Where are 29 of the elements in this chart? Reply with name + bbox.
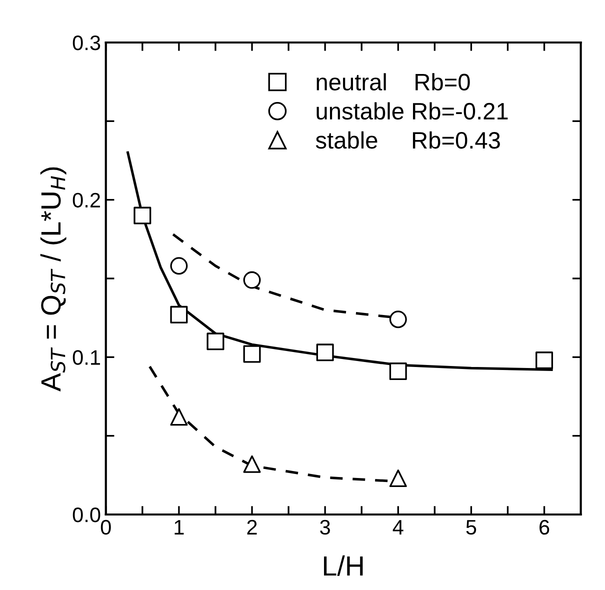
x-tick-label: 5	[466, 520, 476, 535]
x-tick-label: 6	[540, 520, 550, 535]
y-tick-label: 0.1	[72, 350, 100, 365]
point	[170, 306, 188, 324]
point	[206, 332, 224, 350]
y-axis-title: A$_{ST}$ = Q$_{ST}$ / (L*U$_{H}$)	[40, 167, 66, 392]
y-tick-label: 0.2	[72, 192, 100, 208]
x-tick-label: 1	[174, 520, 184, 534]
point	[243, 345, 261, 363]
point	[243, 271, 261, 289]
legend-label: unstable Rb=-0.21	[316, 102, 508, 120]
x-tick-label: 0	[100, 520, 111, 535]
x-tick-label: 3	[320, 520, 330, 535]
legend-label: stable Rb=0.43	[316, 131, 500, 149]
x-axis-title: L/H	[324, 555, 363, 576]
point	[170, 408, 188, 426]
point	[389, 470, 407, 488]
y-tick-label: 0.0	[72, 507, 100, 522]
point	[389, 310, 407, 328]
point	[134, 206, 152, 224]
legend-label: neutral Rb=0	[316, 73, 470, 91]
point	[316, 344, 334, 362]
x-tick-label: 4	[392, 520, 404, 534]
point	[170, 257, 188, 275]
y-tick-label: 0.3	[72, 35, 100, 50]
point	[243, 455, 261, 473]
point	[389, 362, 407, 380]
x-tick-label: 2	[247, 520, 257, 534]
point	[536, 352, 554, 370]
